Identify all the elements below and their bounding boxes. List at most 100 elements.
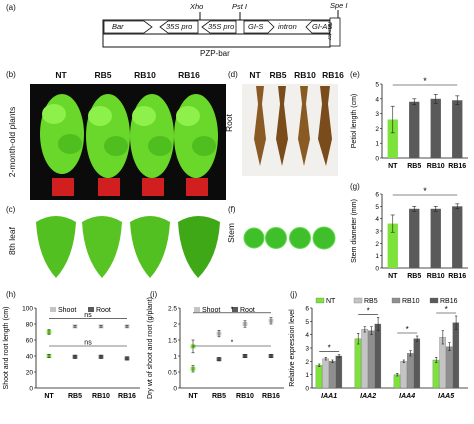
panel-label-g: (g) <box>350 182 360 191</box>
y-axis-label: Petiol length (cm) <box>351 94 358 148</box>
x-tick-label: IAA4 <box>399 393 415 400</box>
root-nt <box>254 86 266 166</box>
significance-label: ns <box>84 340 92 347</box>
bar <box>387 119 398 158</box>
leaf-label: 8th leaf <box>7 227 17 255</box>
leaf-nt <box>36 216 76 278</box>
construct-diagram <box>102 10 341 48</box>
xho-site: Xho <box>190 2 204 11</box>
x-tick-label: IAA1 <box>321 393 337 400</box>
plants-photo <box>30 84 226 200</box>
significance-star: * <box>445 305 448 314</box>
promoter1-label: 35S pro <box>166 22 193 31</box>
legend-swatch-shoot <box>50 307 56 312</box>
x-tick-label: RB16 <box>448 273 466 280</box>
bar-gene-label: Bar <box>112 22 124 31</box>
stem-label: Stem <box>226 223 236 243</box>
panel-label-b: (b) <box>6 70 16 79</box>
y-tick-label: 0 <box>305 386 309 393</box>
y-tick-label: 100 <box>22 306 33 313</box>
bar-rb5 <box>439 337 446 389</box>
chart-j-iaa-expression: 0 1 2 3 4 5 6 Relative expression level * IAA1 * IA… <box>289 297 468 400</box>
significance-star: * <box>423 186 427 196</box>
legend-label-root: Root <box>96 307 111 314</box>
y-tick-label: 2 <box>375 126 379 133</box>
x-tick-label: RB5 <box>68 393 82 400</box>
x-tick-label: RB10 <box>427 163 445 170</box>
root-rb10 <box>298 86 310 166</box>
bar-rb10 <box>446 346 453 389</box>
leaf-rb10 <box>130 216 170 278</box>
y-tick-label: 6 <box>375 192 379 199</box>
stem-rb16 <box>312 226 336 250</box>
col-nt: NT <box>55 70 67 80</box>
root-label: Root <box>224 114 234 132</box>
panel-label-d: (d) <box>228 70 238 79</box>
significance-label: * <box>231 340 234 347</box>
y-tick-label: 2 <box>375 241 379 248</box>
bar <box>430 208 441 268</box>
root-rb5 <box>276 86 288 166</box>
legend-swatch-rb10 <box>391 297 401 304</box>
leaf-rb16 <box>178 216 220 278</box>
col-rb5: RB5 <box>94 70 112 80</box>
panel-label-f: (f) <box>228 205 236 214</box>
x-tick-label: NT <box>44 393 54 400</box>
x-tick-label: RB16 <box>118 393 136 400</box>
y-tick-label: 20 <box>26 370 34 377</box>
legend-swatch-rb16 <box>429 297 439 304</box>
plant-rb16 <box>174 94 218 196</box>
significance-label: ns <box>84 312 92 319</box>
y-tick-label: 0.5 <box>168 370 177 377</box>
y-tick-label: 2.5 <box>168 306 177 313</box>
x-tick-label: NT <box>188 393 198 400</box>
y-tick-label: 4 <box>305 332 309 339</box>
bar-nt <box>393 374 401 389</box>
stem-rb5 <box>265 227 287 249</box>
plant-nt <box>40 94 84 196</box>
promoter2-label: 35S pro <box>208 22 235 31</box>
vector-label: PZP-bar <box>200 49 230 58</box>
y-axis-label: Relative expression level <box>289 309 296 387</box>
gis-box <box>243 20 275 34</box>
y-tick-label: 1 <box>375 141 379 148</box>
root-col-rb5: RB5 <box>269 70 287 80</box>
x-tick-label: RB5 <box>407 163 421 170</box>
bar-rb16 <box>374 323 382 389</box>
legend-swatch-rb5 <box>353 297 363 304</box>
bar <box>387 223 398 268</box>
bar-rb16 <box>452 322 460 389</box>
legend-label-shoot: Shoot <box>202 307 220 314</box>
y-tick-label: 2 <box>305 359 309 366</box>
significance-star: * <box>367 306 370 315</box>
y-tick-label: 1 <box>375 253 379 260</box>
legend-swatch-root <box>232 307 238 312</box>
plants-label: 2-month-old plants <box>7 106 17 178</box>
bar-nt <box>354 338 362 389</box>
col-rb10: RB10 <box>134 70 156 80</box>
x-tick-label: RB16 <box>448 163 466 170</box>
panel-label-j: (j) <box>290 290 298 299</box>
col-rb16: RB16 <box>178 70 200 80</box>
y-tick-label: 0 <box>375 156 379 163</box>
y-tick-label: 4 <box>375 96 379 103</box>
x-tick-label: IAA5 <box>438 393 454 400</box>
legend-label-root: Root <box>240 307 255 314</box>
legend-swatch-shoot <box>194 307 200 312</box>
x-tick-label: IAA2 <box>360 393 376 400</box>
chart-e-petiol-length: 0 1 2 3 4 5 Petiol length (cm) NT RB5 RB10 RB16 * <box>351 76 468 170</box>
root-col-nt: NT <box>249 70 261 80</box>
panel-label-a: (a) <box>6 3 16 12</box>
bar <box>430 98 441 158</box>
significance-star: * <box>328 344 331 353</box>
x-tick-label: RB5 <box>407 273 421 280</box>
bar <box>452 206 463 268</box>
y-tick-label: 3 <box>375 229 379 236</box>
legend-swatch-root <box>88 307 94 312</box>
bar-rb10 <box>368 330 375 389</box>
pst-site: Pst I <box>232 2 248 11</box>
spe-site: Spe I <box>330 1 348 10</box>
y-tick-label: 1 <box>173 354 177 361</box>
y-tick-label: 0 <box>173 386 177 393</box>
y-tick-label: 40 <box>26 354 34 361</box>
